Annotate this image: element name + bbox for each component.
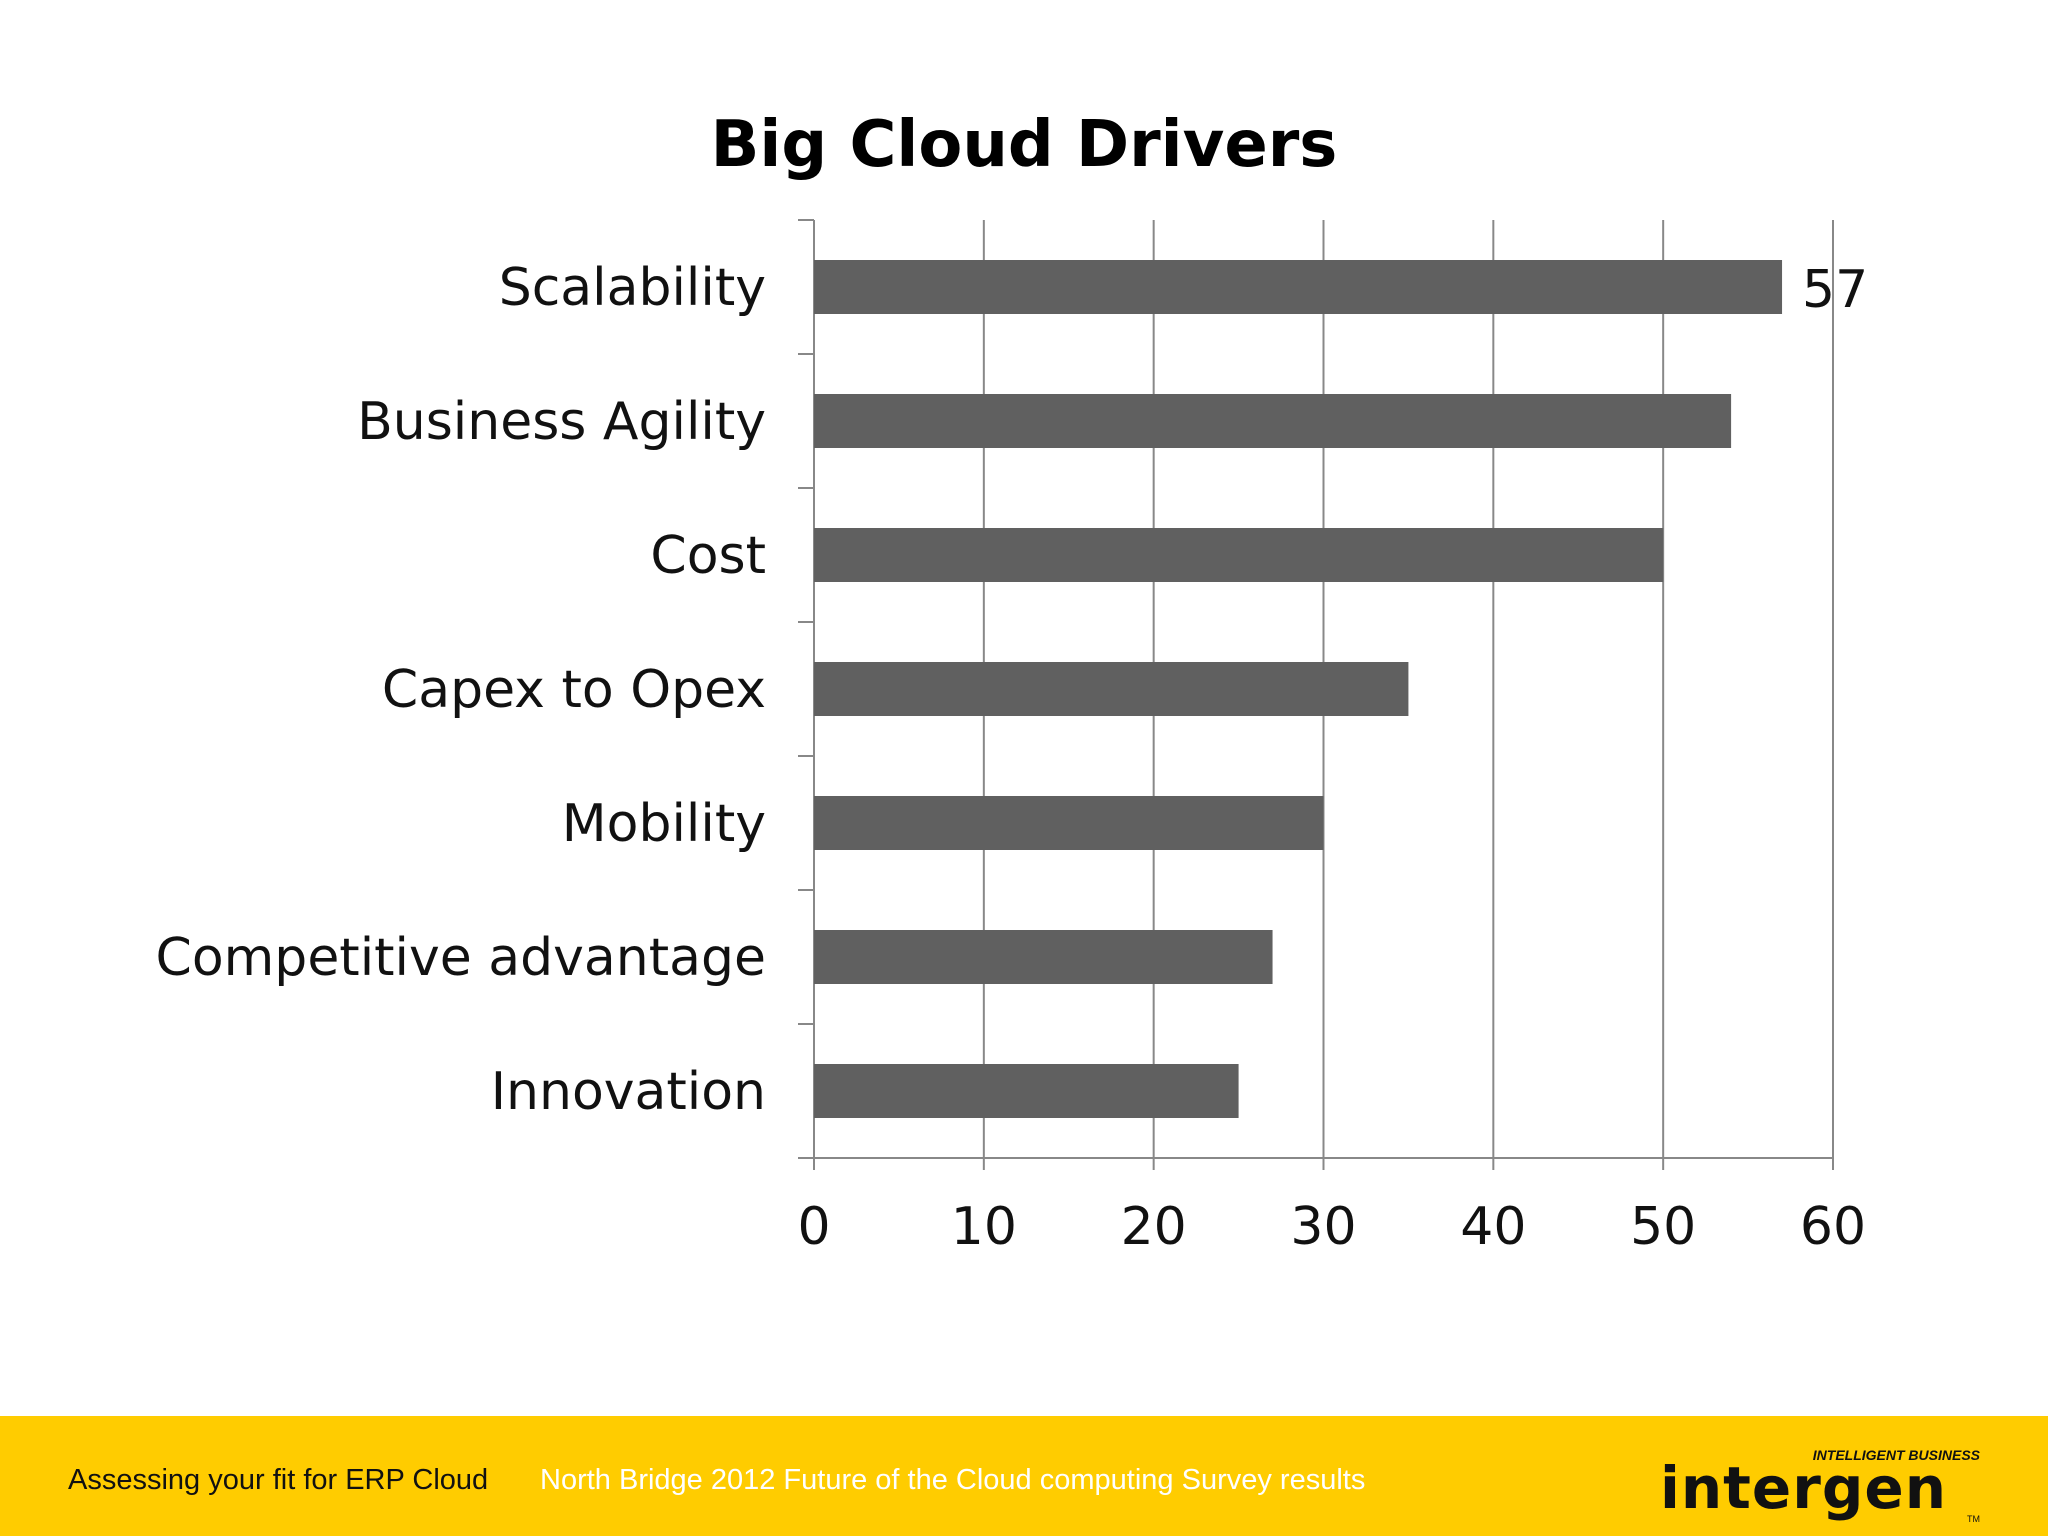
- x-tick-label-20: 20: [1121, 1197, 1187, 1257]
- category-label-capex-to-opex: Capex to Opex: [382, 660, 766, 720]
- bar-competitive-advantage: [814, 930, 1273, 984]
- x-tick-label-0: 0: [797, 1197, 830, 1257]
- bar-cost: [814, 528, 1664, 582]
- bar-chart: 0 10 20 30 40 50 60 Scalability 57 Business Agili…: [156, 219, 1868, 1257]
- category-label-cost: Cost: [650, 526, 766, 586]
- logo-trademark: TM: [1967, 1514, 1980, 1524]
- bar-mobility: [814, 796, 1324, 850]
- category-label-scalability: Scalability: [499, 258, 766, 318]
- logo-wordmark: intergen: [1660, 1454, 1947, 1522]
- bar-innovation: [814, 1064, 1239, 1118]
- bar-capex-to-opex: [814, 662, 1409, 716]
- x-tick-label-10: 10: [951, 1197, 1017, 1257]
- bar-business-agility: [814, 394, 1732, 448]
- intergen-logo: INTELLIGENT BUSINESS intergen TM: [1660, 1447, 1981, 1524]
- bar-scalability: [814, 260, 1783, 314]
- data-label-scalability: 57: [1802, 260, 1868, 320]
- chart-title: Big Cloud Drivers: [710, 108, 1338, 182]
- category-label-competitive-advantage: Competitive advantage: [156, 928, 766, 988]
- x-tick-label-30: 30: [1290, 1197, 1356, 1257]
- category-label-mobility: Mobility: [562, 794, 766, 854]
- footer-presentation-title: Assessing your fit for ERP Cloud: [68, 1464, 489, 1496]
- x-tick-label-60: 60: [1800, 1197, 1866, 1257]
- footer-source-note: North Bridge 2012 Future of the Cloud co…: [540, 1464, 1366, 1496]
- category-label-innovation: Innovation: [491, 1062, 766, 1122]
- x-tick-label-50: 50: [1630, 1197, 1696, 1257]
- footer-bar: Assessing your fit for ERP Cloud North B…: [0, 1416, 2048, 1536]
- x-tick-label-40: 40: [1460, 1197, 1526, 1257]
- category-label-business-agility: Business Agility: [357, 392, 766, 452]
- logo-tagline: INTELLIGENT BUSINESS: [1813, 1447, 1981, 1463]
